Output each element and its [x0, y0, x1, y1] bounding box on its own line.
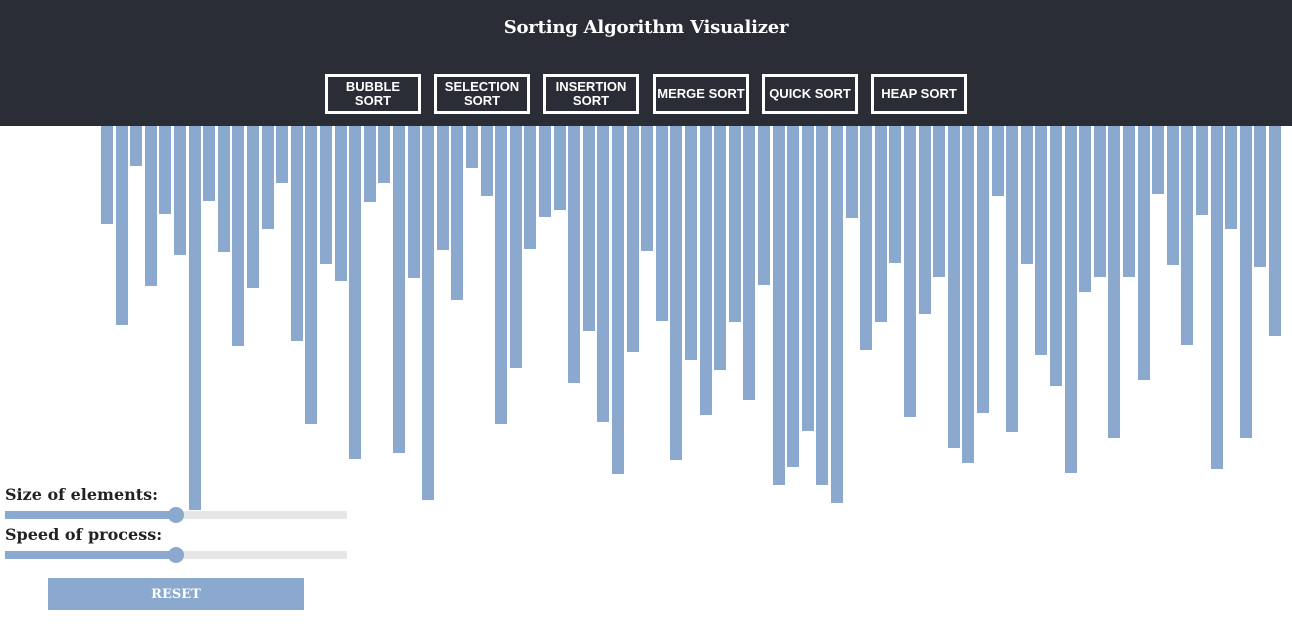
array-bar: [363, 126, 376, 202]
array-bar: [1152, 126, 1165, 194]
array-bar: [509, 126, 522, 368]
array-bar: [1108, 126, 1121, 438]
array-bar: [962, 126, 975, 463]
array-bar: [904, 126, 916, 417]
array-bar: [714, 126, 727, 370]
quick-sort-button[interactable]: QUICK SORT: [762, 74, 858, 114]
array-bar: [1166, 126, 1179, 265]
array-bar: [144, 126, 157, 286]
array-bar: [685, 126, 697, 360]
size-slider-fill: [5, 511, 176, 519]
speed-slider-thumb[interactable]: [168, 547, 184, 563]
array-bar: [874, 126, 887, 322]
array-bar: [1035, 126, 1048, 355]
array-bar: [1079, 126, 1092, 292]
array-bar: [174, 126, 186, 255]
array-bar: [524, 126, 537, 249]
array-bar: [670, 126, 683, 460]
array-bar: [1093, 126, 1106, 277]
array-bar: [349, 126, 362, 459]
array-bar: [1269, 126, 1281, 336]
array-bar: [758, 126, 770, 285]
array-bar: [728, 126, 741, 322]
array-bar: [933, 126, 946, 277]
array-bar: [320, 126, 332, 264]
array-bar: [203, 126, 216, 201]
array-bar: [378, 126, 391, 183]
array-bar: [597, 126, 610, 422]
array-bar: [1064, 126, 1077, 473]
array-bar: [1239, 126, 1252, 438]
array-bar: [276, 126, 289, 183]
array-bar: [743, 126, 756, 400]
array-bar: [1020, 126, 1033, 264]
array-bar: [495, 126, 508, 424]
array-bar: [918, 126, 931, 314]
array-bar: [831, 126, 843, 503]
array-bar: [451, 126, 464, 300]
array-bar: [991, 126, 1004, 196]
array-bar: [977, 126, 989, 413]
array-bar: [261, 126, 274, 229]
array-bars: [0, 126, 1292, 526]
array-bar: [1181, 126, 1194, 345]
size-label: Size of elements:: [5, 485, 159, 504]
array-bar: [1006, 126, 1019, 432]
size-slider-thumb[interactable]: [168, 507, 184, 523]
array-bar: [334, 126, 347, 281]
selection-sort-button[interactable]: SELECTION SORT: [434, 74, 530, 114]
array-bar: [1254, 126, 1267, 267]
array-bar: [480, 126, 493, 196]
array-bar: [553, 126, 566, 210]
array-bar: [232, 126, 245, 346]
array-bar: [772, 126, 785, 485]
array-bar: [641, 126, 654, 251]
array-bar: [305, 126, 318, 424]
array-bar: [290, 126, 303, 341]
array-bar: [422, 126, 435, 500]
bubble-sort-button[interactable]: BUBBLE SORT: [325, 74, 421, 114]
reset-button[interactable]: RESET: [48, 578, 304, 610]
array-bar: [582, 126, 595, 331]
header: Sorting Algorithm Visualizer BUBBLE SORT…: [0, 0, 1292, 126]
merge-sort-button[interactable]: MERGE SORT: [653, 74, 749, 114]
array-bar: [889, 126, 902, 263]
array-bar: [1225, 126, 1238, 229]
array-bar: [1137, 126, 1150, 380]
array-bar: [539, 126, 551, 217]
speed-slider[interactable]: [5, 547, 347, 563]
array-bar: [699, 126, 712, 415]
array-bar: [1123, 126, 1135, 277]
array-bar: [860, 126, 873, 350]
array-bar: [188, 126, 201, 510]
array-bar: [247, 126, 259, 288]
array-bar: [466, 126, 478, 168]
array-bar: [130, 126, 143, 166]
size-slider[interactable]: [5, 507, 347, 523]
array-bar: [612, 126, 624, 474]
speed-slider-fill: [5, 551, 176, 559]
array-bar: [1210, 126, 1223, 469]
array-bar: [801, 126, 814, 431]
array-bar: [217, 126, 230, 252]
array-bar: [947, 126, 960, 448]
array-bar: [816, 126, 829, 485]
array-bar: [626, 126, 639, 352]
array-bar: [1196, 126, 1208, 215]
speed-label: Speed of process:: [5, 525, 163, 544]
array-bar: [393, 126, 405, 453]
array-bar: [407, 126, 420, 278]
array-bar: [568, 126, 581, 383]
array-bar: [1050, 126, 1062, 386]
array-bar: [101, 126, 113, 224]
app-title: Sorting Algorithm Visualizer: [503, 17, 789, 38]
insertion-sort-button[interactable]: INSERTION SORT: [543, 74, 639, 114]
array-bar: [159, 126, 172, 214]
array-bar: [655, 126, 668, 321]
array-bar: [115, 126, 128, 325]
heap-sort-button[interactable]: HEAP SORT: [871, 74, 967, 114]
array-bar: [787, 126, 800, 467]
array-bar: [845, 126, 858, 218]
array-bar: [436, 126, 449, 250]
